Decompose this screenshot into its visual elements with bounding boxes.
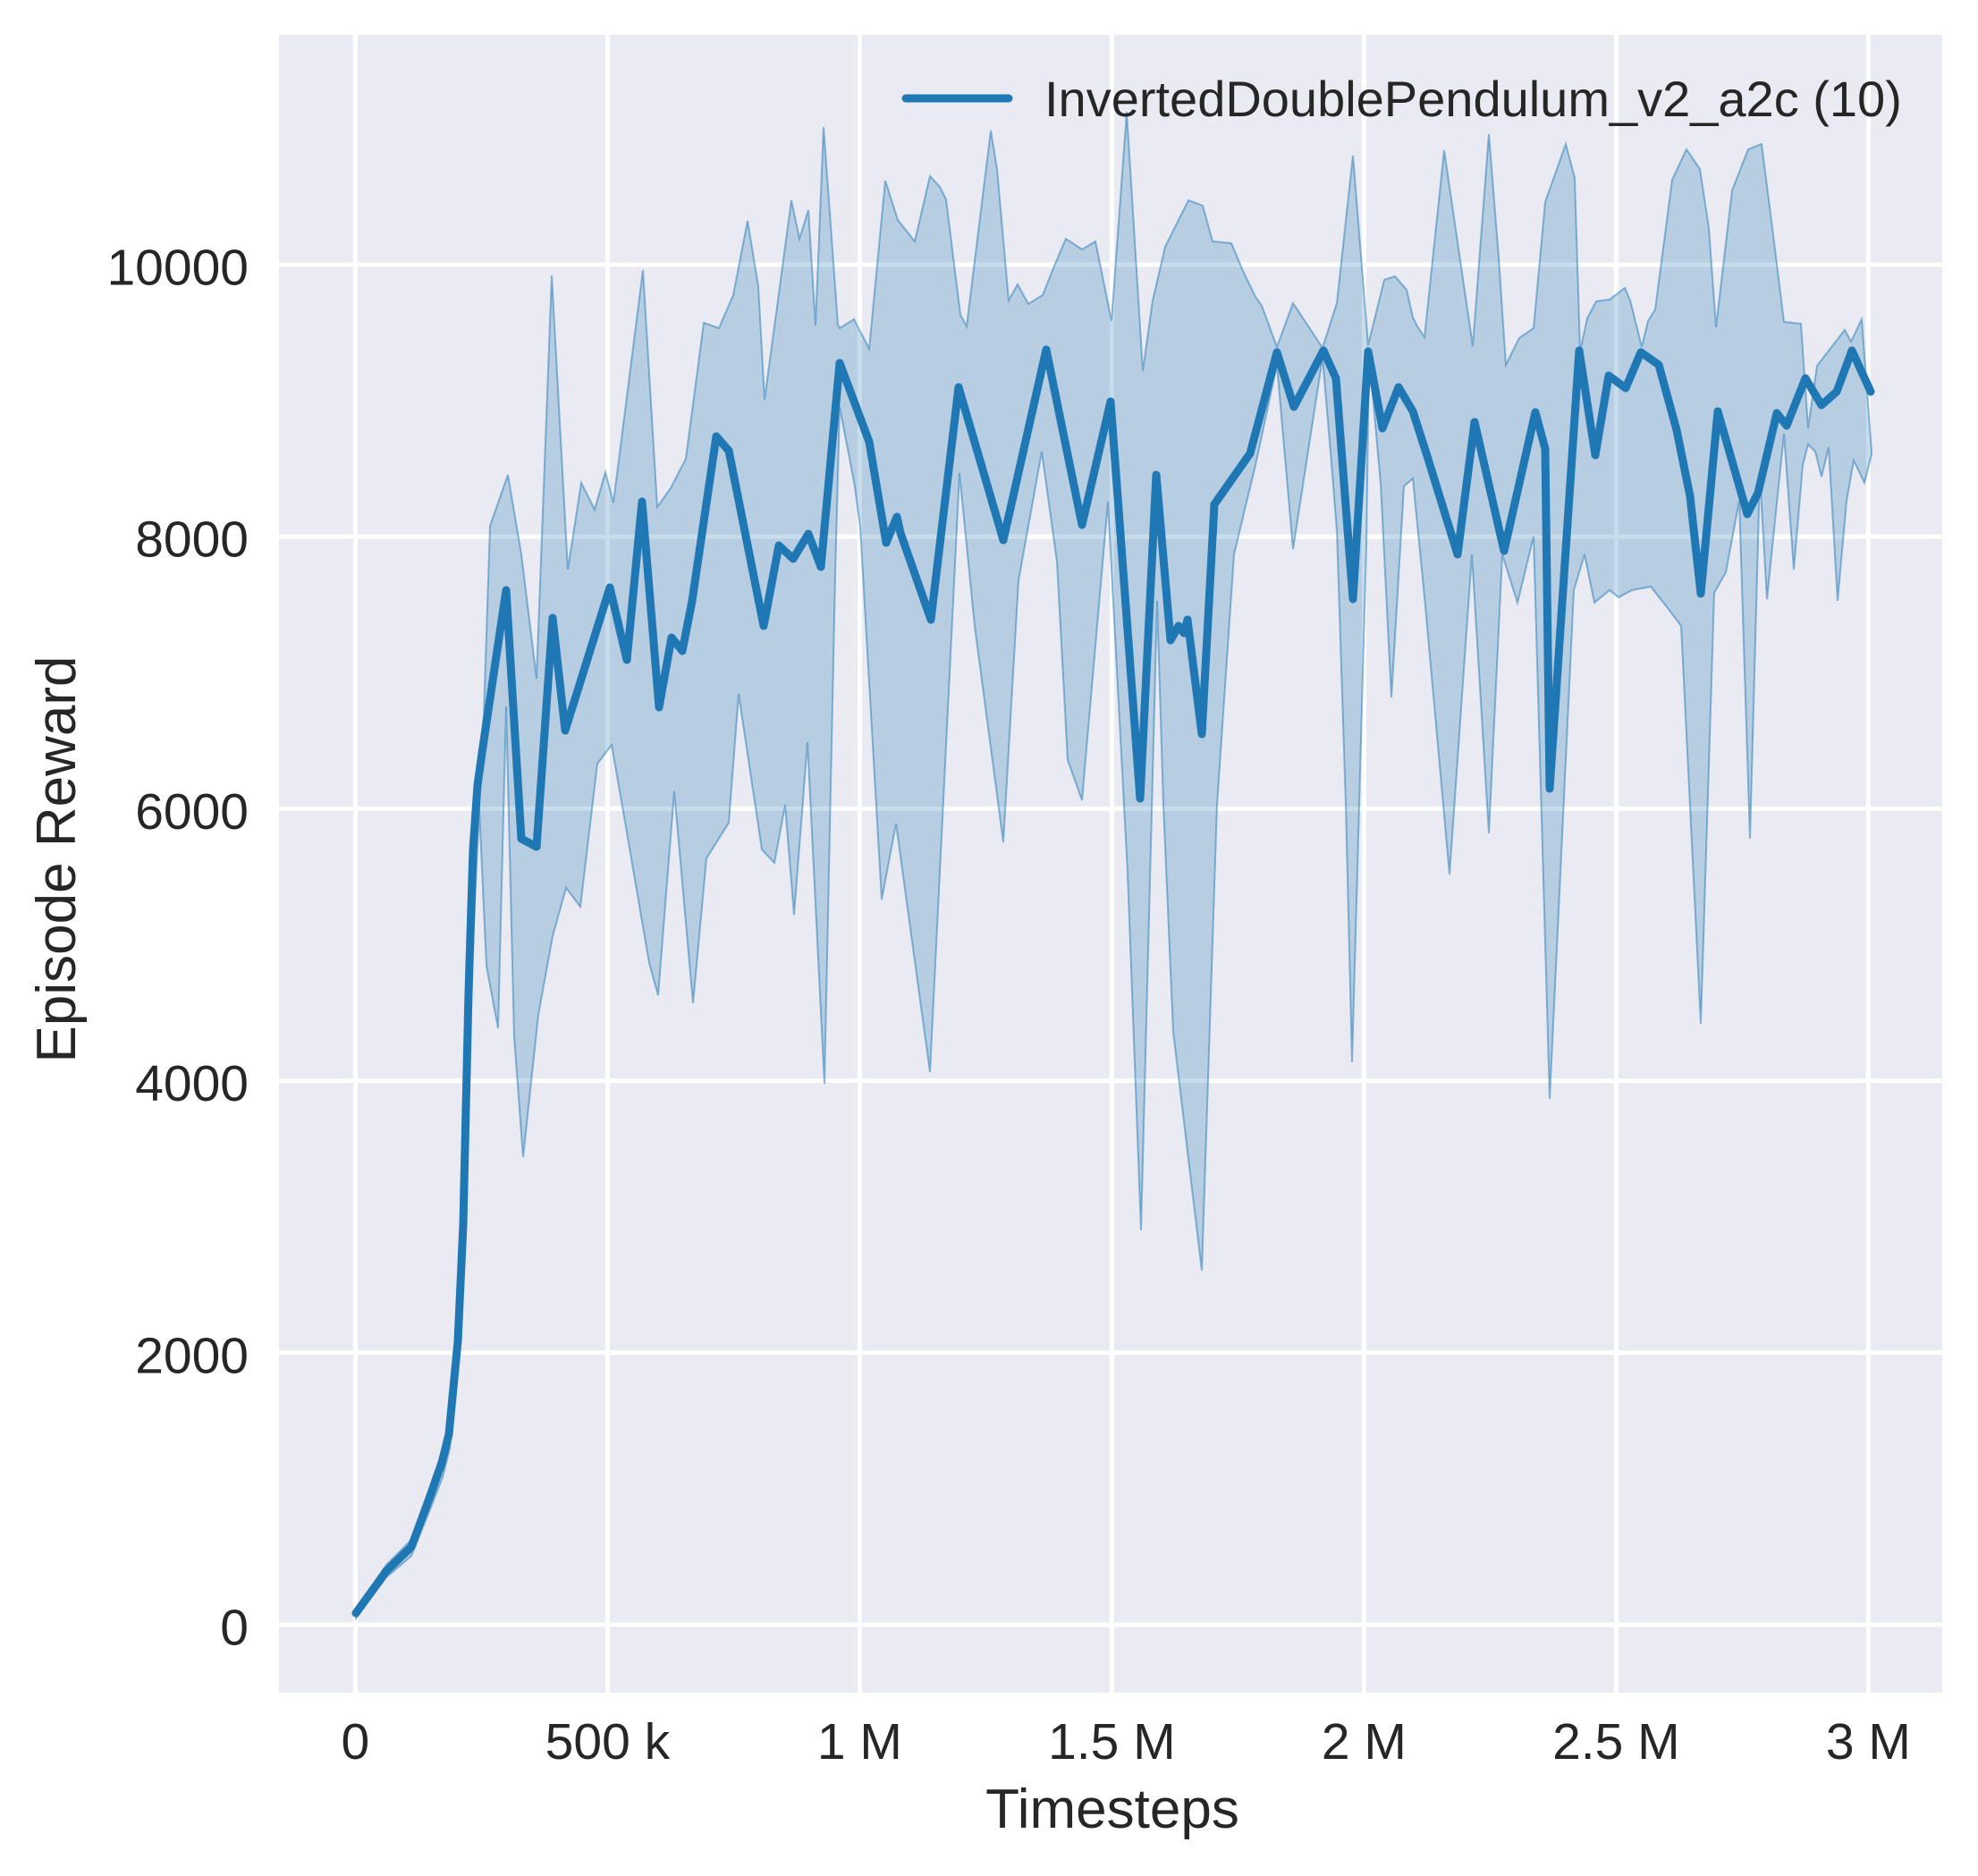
svg-text:500 k: 500 k bbox=[545, 1713, 671, 1770]
svg-text:2000: 2000 bbox=[135, 1327, 249, 1384]
svg-text:2.5 M: 2.5 M bbox=[1552, 1713, 1680, 1770]
svg-text:10000: 10000 bbox=[106, 240, 249, 297]
svg-text:1 M: 1 M bbox=[817, 1713, 902, 1770]
svg-text:Timesteps: Timesteps bbox=[985, 1779, 1239, 1840]
svg-text:Episode Reward: Episode Reward bbox=[26, 656, 88, 1063]
svg-text:4000: 4000 bbox=[135, 1055, 249, 1112]
svg-text:3 M: 3 M bbox=[1826, 1713, 1911, 1770]
svg-text:2 M: 2 M bbox=[1322, 1713, 1407, 1770]
svg-text:0: 0 bbox=[220, 1600, 249, 1657]
svg-text:InvertedDoublePendulum_v2_a2c: InvertedDoublePendulum_v2_a2c (10) bbox=[1044, 71, 1902, 127]
svg-text:6000: 6000 bbox=[135, 783, 249, 841]
svg-text:0: 0 bbox=[342, 1713, 370, 1770]
svg-text:1.5 M: 1.5 M bbox=[1048, 1713, 1176, 1770]
svg-text:8000: 8000 bbox=[135, 511, 249, 569]
